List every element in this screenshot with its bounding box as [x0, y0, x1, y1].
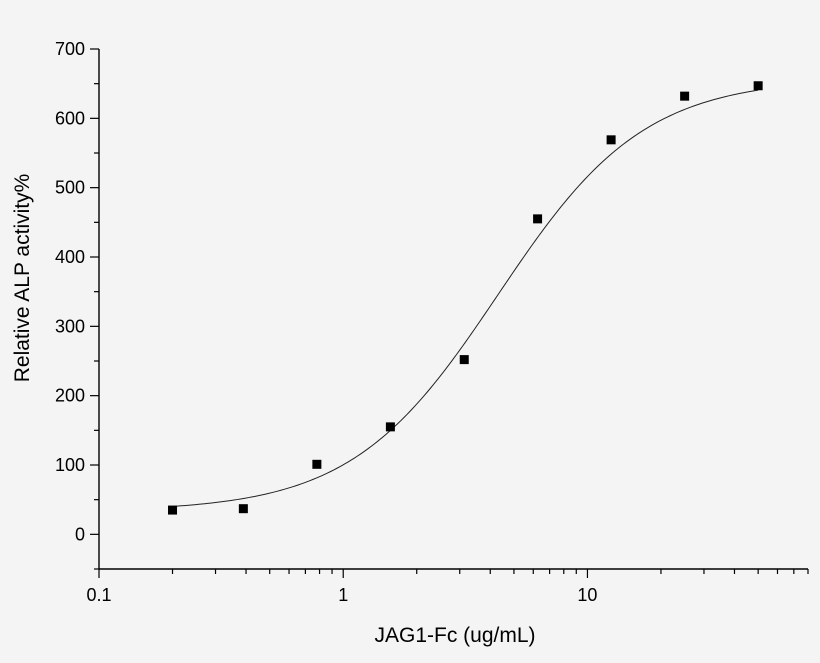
y-tick-label: 100 [55, 455, 85, 475]
data-points [168, 81, 763, 515]
fit-curve [172, 89, 759, 507]
y-axis-title: Relative ALP activity% [11, 174, 34, 383]
data-point [753, 81, 763, 91]
data-point [385, 422, 395, 432]
data-point [459, 355, 469, 365]
x-tick-label: 10 [577, 585, 597, 605]
data-point [533, 214, 543, 224]
y-tick-label: 0 [75, 524, 85, 544]
y-tick-label: 400 [55, 247, 85, 267]
y-tick-label: 300 [55, 316, 85, 336]
data-point [238, 504, 248, 514]
x-tick-label: 1 [338, 585, 348, 605]
data-point [606, 135, 616, 145]
y-tick-label: 600 [55, 108, 85, 128]
data-point [312, 459, 322, 469]
y-tick-label: 500 [55, 178, 85, 198]
x-axis-title: JAG1-Fc (ug/mL) [374, 624, 535, 647]
y-tick-label: 200 [55, 386, 85, 406]
data-point [168, 505, 178, 515]
x-tick-label: 0.1 [86, 585, 111, 605]
y-axis: 0 100 200 300 400 500 600 700 [55, 39, 100, 570]
data-point [680, 91, 690, 101]
y-tick-label: 700 [55, 39, 85, 59]
x-axis: 0.1 1 10 [86, 568, 809, 605]
